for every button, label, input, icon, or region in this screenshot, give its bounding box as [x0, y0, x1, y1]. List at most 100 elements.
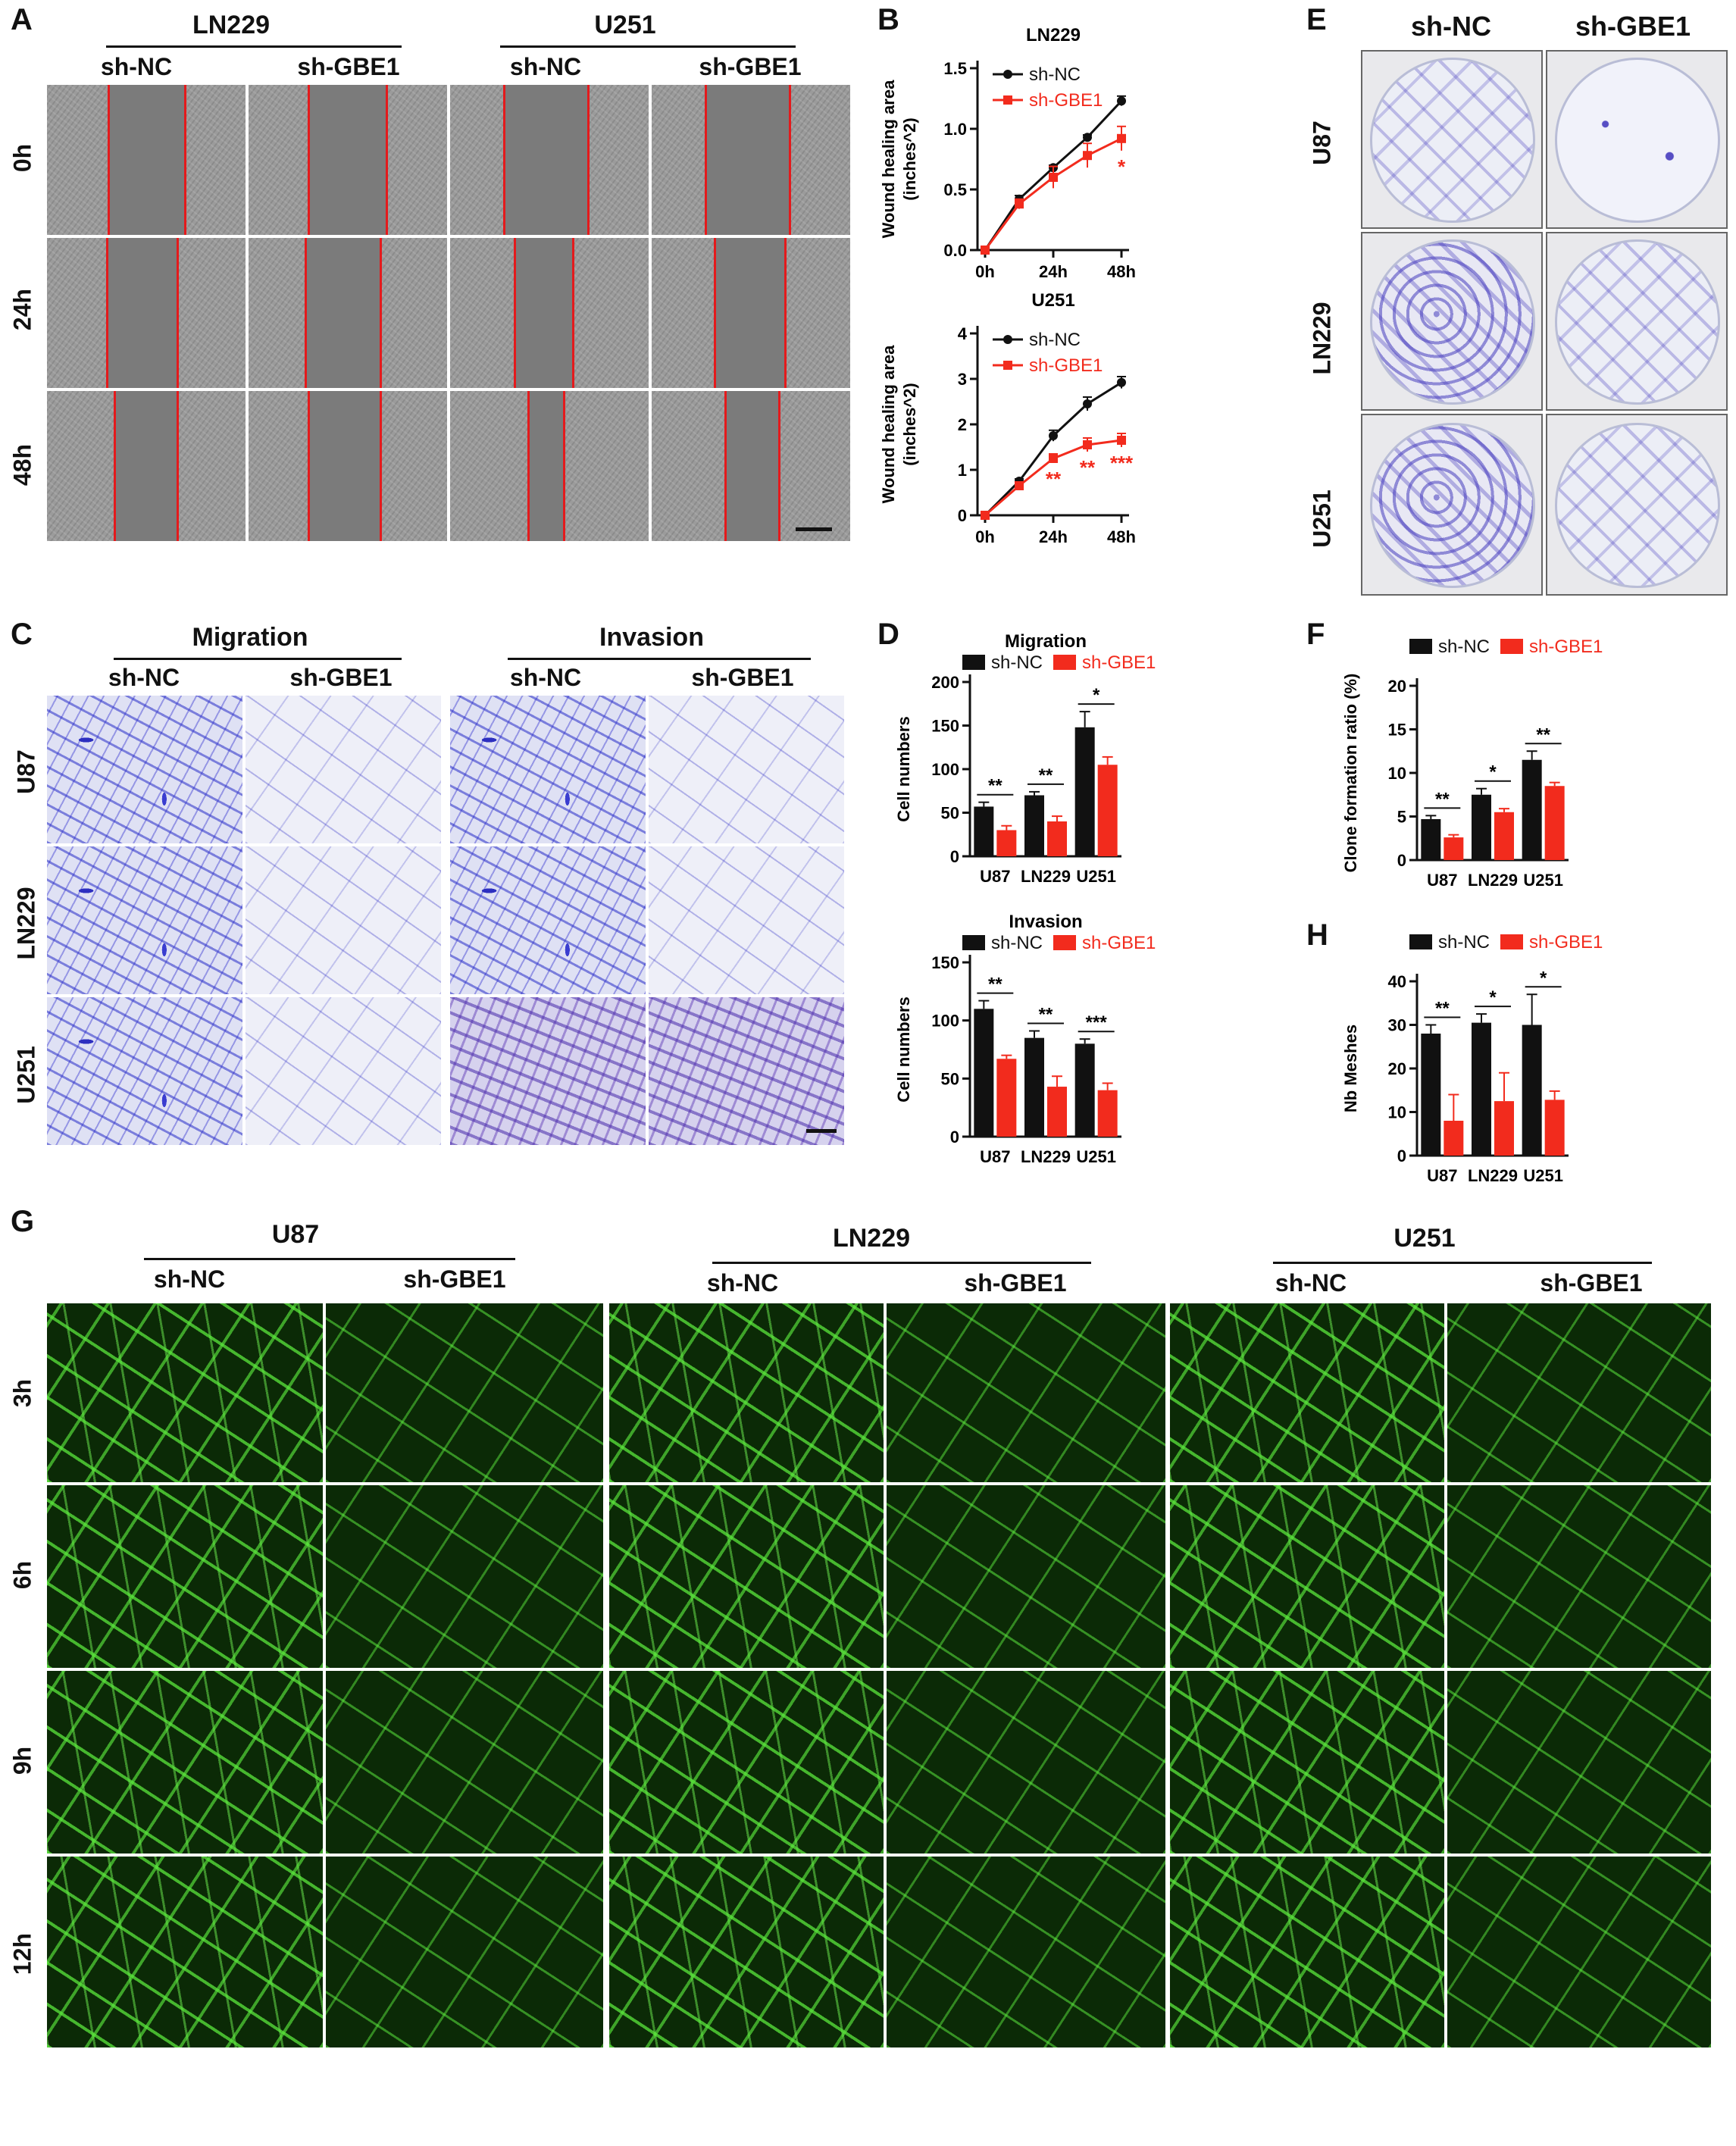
panel-letter-e: E	[1306, 3, 1327, 36]
y-tick-label: 0	[958, 506, 967, 525]
panel-c-row-u87: U87	[12, 749, 40, 794]
x-tick-label: U87	[980, 867, 1010, 886]
legend-swatch	[1500, 639, 1523, 654]
bar	[1472, 794, 1491, 860]
x-tick-label: U251	[1076, 867, 1116, 886]
tube-formation-image	[609, 1303, 884, 1482]
wound-image	[249, 391, 447, 541]
x-tick-label: 24h	[1039, 527, 1068, 546]
panel-a-col-1: sh-NC	[100, 53, 173, 80]
bar	[1024, 1037, 1044, 1137]
panel-g-u251-rule	[1273, 1262, 1652, 1264]
scale-bar	[1656, 2122, 1705, 2126]
panel-g-row-3h: 3h	[8, 1378, 36, 1408]
bar	[1544, 1100, 1565, 1156]
panel-a-line-ln229-rule	[106, 45, 402, 48]
panel-letter-h: H	[1306, 918, 1328, 952]
y-tick-label: 150	[931, 717, 959, 736]
transwell-image	[649, 997, 844, 1145]
y-tick-label: 100	[931, 760, 959, 779]
transwell-image	[649, 846, 844, 994]
bar	[1472, 1022, 1491, 1156]
bar	[974, 806, 994, 856]
chart-b-ln229: LN229 0.0 0.5 1.0 1.5 0h 24h 48h Wound healing a…	[879, 25, 1136, 281]
legend-label: sh-GBE1	[1529, 637, 1603, 657]
x-tick-label: LN229	[1021, 867, 1071, 886]
bar	[1444, 837, 1464, 860]
transwell-image	[246, 846, 441, 994]
series-line	[984, 137, 1122, 251]
wound-image	[652, 391, 850, 541]
y-tick-label: 5	[1397, 808, 1406, 827]
transwell-image	[450, 997, 646, 1145]
tube-formation-image	[1170, 1485, 1444, 1668]
colony-plate-image	[1546, 50, 1728, 229]
x-tick-label: U87	[1427, 871, 1457, 890]
legend-swatch	[962, 655, 985, 670]
x-tick-label: 48h	[1107, 262, 1136, 281]
panel-g-col-2: sh-GBE1	[403, 1265, 506, 1293]
colony-plate-image	[1361, 414, 1543, 596]
y-tick-label: 0.0	[943, 241, 967, 260]
tube-formation-image	[326, 1485, 603, 1668]
x-tick-label: U251	[1523, 1166, 1563, 1185]
tube-formation-image	[1447, 1671, 1711, 1854]
panel-c-col-3: sh-NC	[509, 664, 582, 691]
wound-image	[450, 391, 649, 541]
tube-formation-image	[609, 1671, 884, 1854]
y-axis-label: Cell numbers	[894, 716, 913, 821]
legend-label: sh-GBE1	[1529, 932, 1603, 953]
tube-formation-image	[1447, 1857, 1711, 2047]
panel-g-row-6h: 6h	[8, 1560, 36, 1590]
colony-plate-image	[1546, 232, 1728, 411]
wound-image	[652, 85, 850, 235]
panel-letter-c: C	[11, 618, 33, 651]
panel-letter-d: D	[877, 618, 899, 651]
significance-mark: **	[1435, 999, 1450, 1019]
y-tick-label: 0	[950, 1128, 959, 1147]
legend-swatch	[1409, 639, 1432, 654]
bar	[996, 1059, 1017, 1137]
legend-swatch	[1500, 934, 1523, 949]
x-tick-label: 48h	[1107, 527, 1136, 546]
bar	[1074, 727, 1095, 856]
data-point	[1015, 199, 1024, 209]
chart-b-u251: U251 0 1 2 3 4 0h 24h 48h Wound healing area (inch…	[879, 290, 1136, 546]
wound-image	[47, 238, 246, 388]
tube-formation-image	[47, 1857, 323, 2047]
legend-marker	[1003, 70, 1012, 79]
legend-label: sh-NC	[991, 933, 1043, 953]
panel-letter-b: B	[877, 3, 899, 36]
x-tick-label: 0h	[975, 262, 995, 281]
tube-formation-image	[47, 1303, 323, 1482]
bar	[1047, 1087, 1067, 1137]
transwell-image	[246, 696, 441, 843]
panel-g-col-1: sh-NC	[153, 1265, 226, 1293]
panel-a-row-0h: 0h	[8, 143, 36, 173]
panel-g-line-u87: U87	[271, 1220, 320, 1249]
x-tick-label: U251	[1076, 1147, 1116, 1166]
x-tick-label: U87	[1427, 1166, 1457, 1185]
y-tick-label: 150	[931, 953, 959, 972]
bar	[996, 830, 1017, 856]
data-point	[1049, 431, 1058, 440]
x-tick-label: LN229	[1468, 1166, 1518, 1185]
tube-formation-image	[609, 1485, 884, 1668]
significance-mark: *	[1093, 685, 1100, 705]
bar	[1522, 759, 1542, 860]
significance-mark: **	[988, 776, 1003, 796]
legend-label: sh-GBE1	[1029, 355, 1103, 376]
panel-c-assay-invasion: Invasion	[599, 623, 704, 652]
y-tick-label: 15	[1388, 721, 1406, 740]
panel-g-line-u251: U251	[1393, 1224, 1456, 1253]
tube-formation-image	[1447, 1485, 1711, 1668]
data-point	[1083, 133, 1092, 142]
scale-bar	[796, 527, 832, 531]
y-tick-label: 1	[958, 461, 967, 480]
tube-formation-image	[47, 1671, 323, 1854]
y-axis-label: Wound healing area (inches^2)	[879, 345, 919, 503]
panel-g-ln229-rule	[712, 1262, 1091, 1264]
chart-title: LN229	[1026, 25, 1081, 45]
wound-image	[47, 85, 246, 235]
significance-mark: *	[1489, 987, 1497, 1008]
